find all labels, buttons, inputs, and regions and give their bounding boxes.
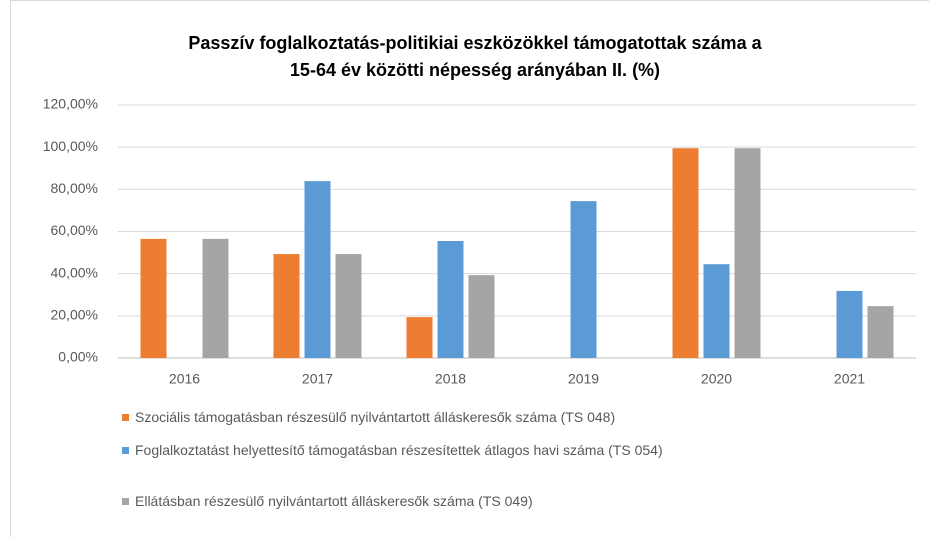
chart-title: 15-64 év közötti népesség arányában II. … (290, 60, 660, 80)
x-tick-label: 2018 (435, 371, 466, 387)
bar (202, 238, 229, 358)
x-tick-label: 2019 (568, 371, 599, 387)
bar (672, 148, 699, 358)
chart-border (10, 0, 929, 537)
legend-label: Ellátásban részesülő nyilvántartott állá… (135, 493, 533, 509)
legend-entry: Foglalkoztatást helyettesítő támogatásba… (122, 441, 882, 460)
y-tick-label: 20,00% (51, 307, 98, 323)
y-tick-label: 120,00% (43, 96, 98, 112)
y-tick-label: 100,00% (43, 138, 98, 154)
bar (703, 264, 730, 358)
legend: Szociális támogatásban részesülő nyilván… (122, 408, 882, 525)
legend-entry: Szociális támogatásban részesülő nyilván… (122, 408, 722, 427)
y-tick-label: 80,00% (51, 180, 98, 196)
x-tick-label: 2017 (302, 371, 333, 387)
legend-swatch (122, 498, 129, 505)
bar (836, 290, 863, 358)
x-tick-label: 2016 (169, 371, 200, 387)
bar (734, 148, 761, 358)
bar (304, 181, 331, 358)
bar (406, 317, 433, 358)
legend-swatch (122, 414, 129, 421)
bar (335, 254, 362, 358)
bar (273, 254, 300, 358)
x-tick-label: 2020 (701, 371, 732, 387)
legend-entry: Ellátásban részesülő nyilvántartott állá… (122, 492, 882, 511)
y-tick-label: 40,00% (51, 264, 98, 280)
bar (867, 306, 894, 358)
legend-swatch (122, 447, 129, 454)
bar (570, 201, 597, 358)
bar (437, 240, 464, 358)
legend-label: Szociális támogatásban részesülő nyilván… (135, 409, 616, 425)
bar (468, 275, 495, 358)
legend-label: Foglalkoztatást helyettesítő támogatásba… (135, 442, 663, 458)
y-tick-label: 0,00% (58, 349, 98, 365)
chart-title: Passzív foglalkoztatás-politikiai eszköz… (188, 33, 762, 53)
x-tick-label: 2021 (834, 371, 865, 387)
bar (140, 238, 167, 358)
y-tick-label: 60,00% (51, 222, 98, 238)
